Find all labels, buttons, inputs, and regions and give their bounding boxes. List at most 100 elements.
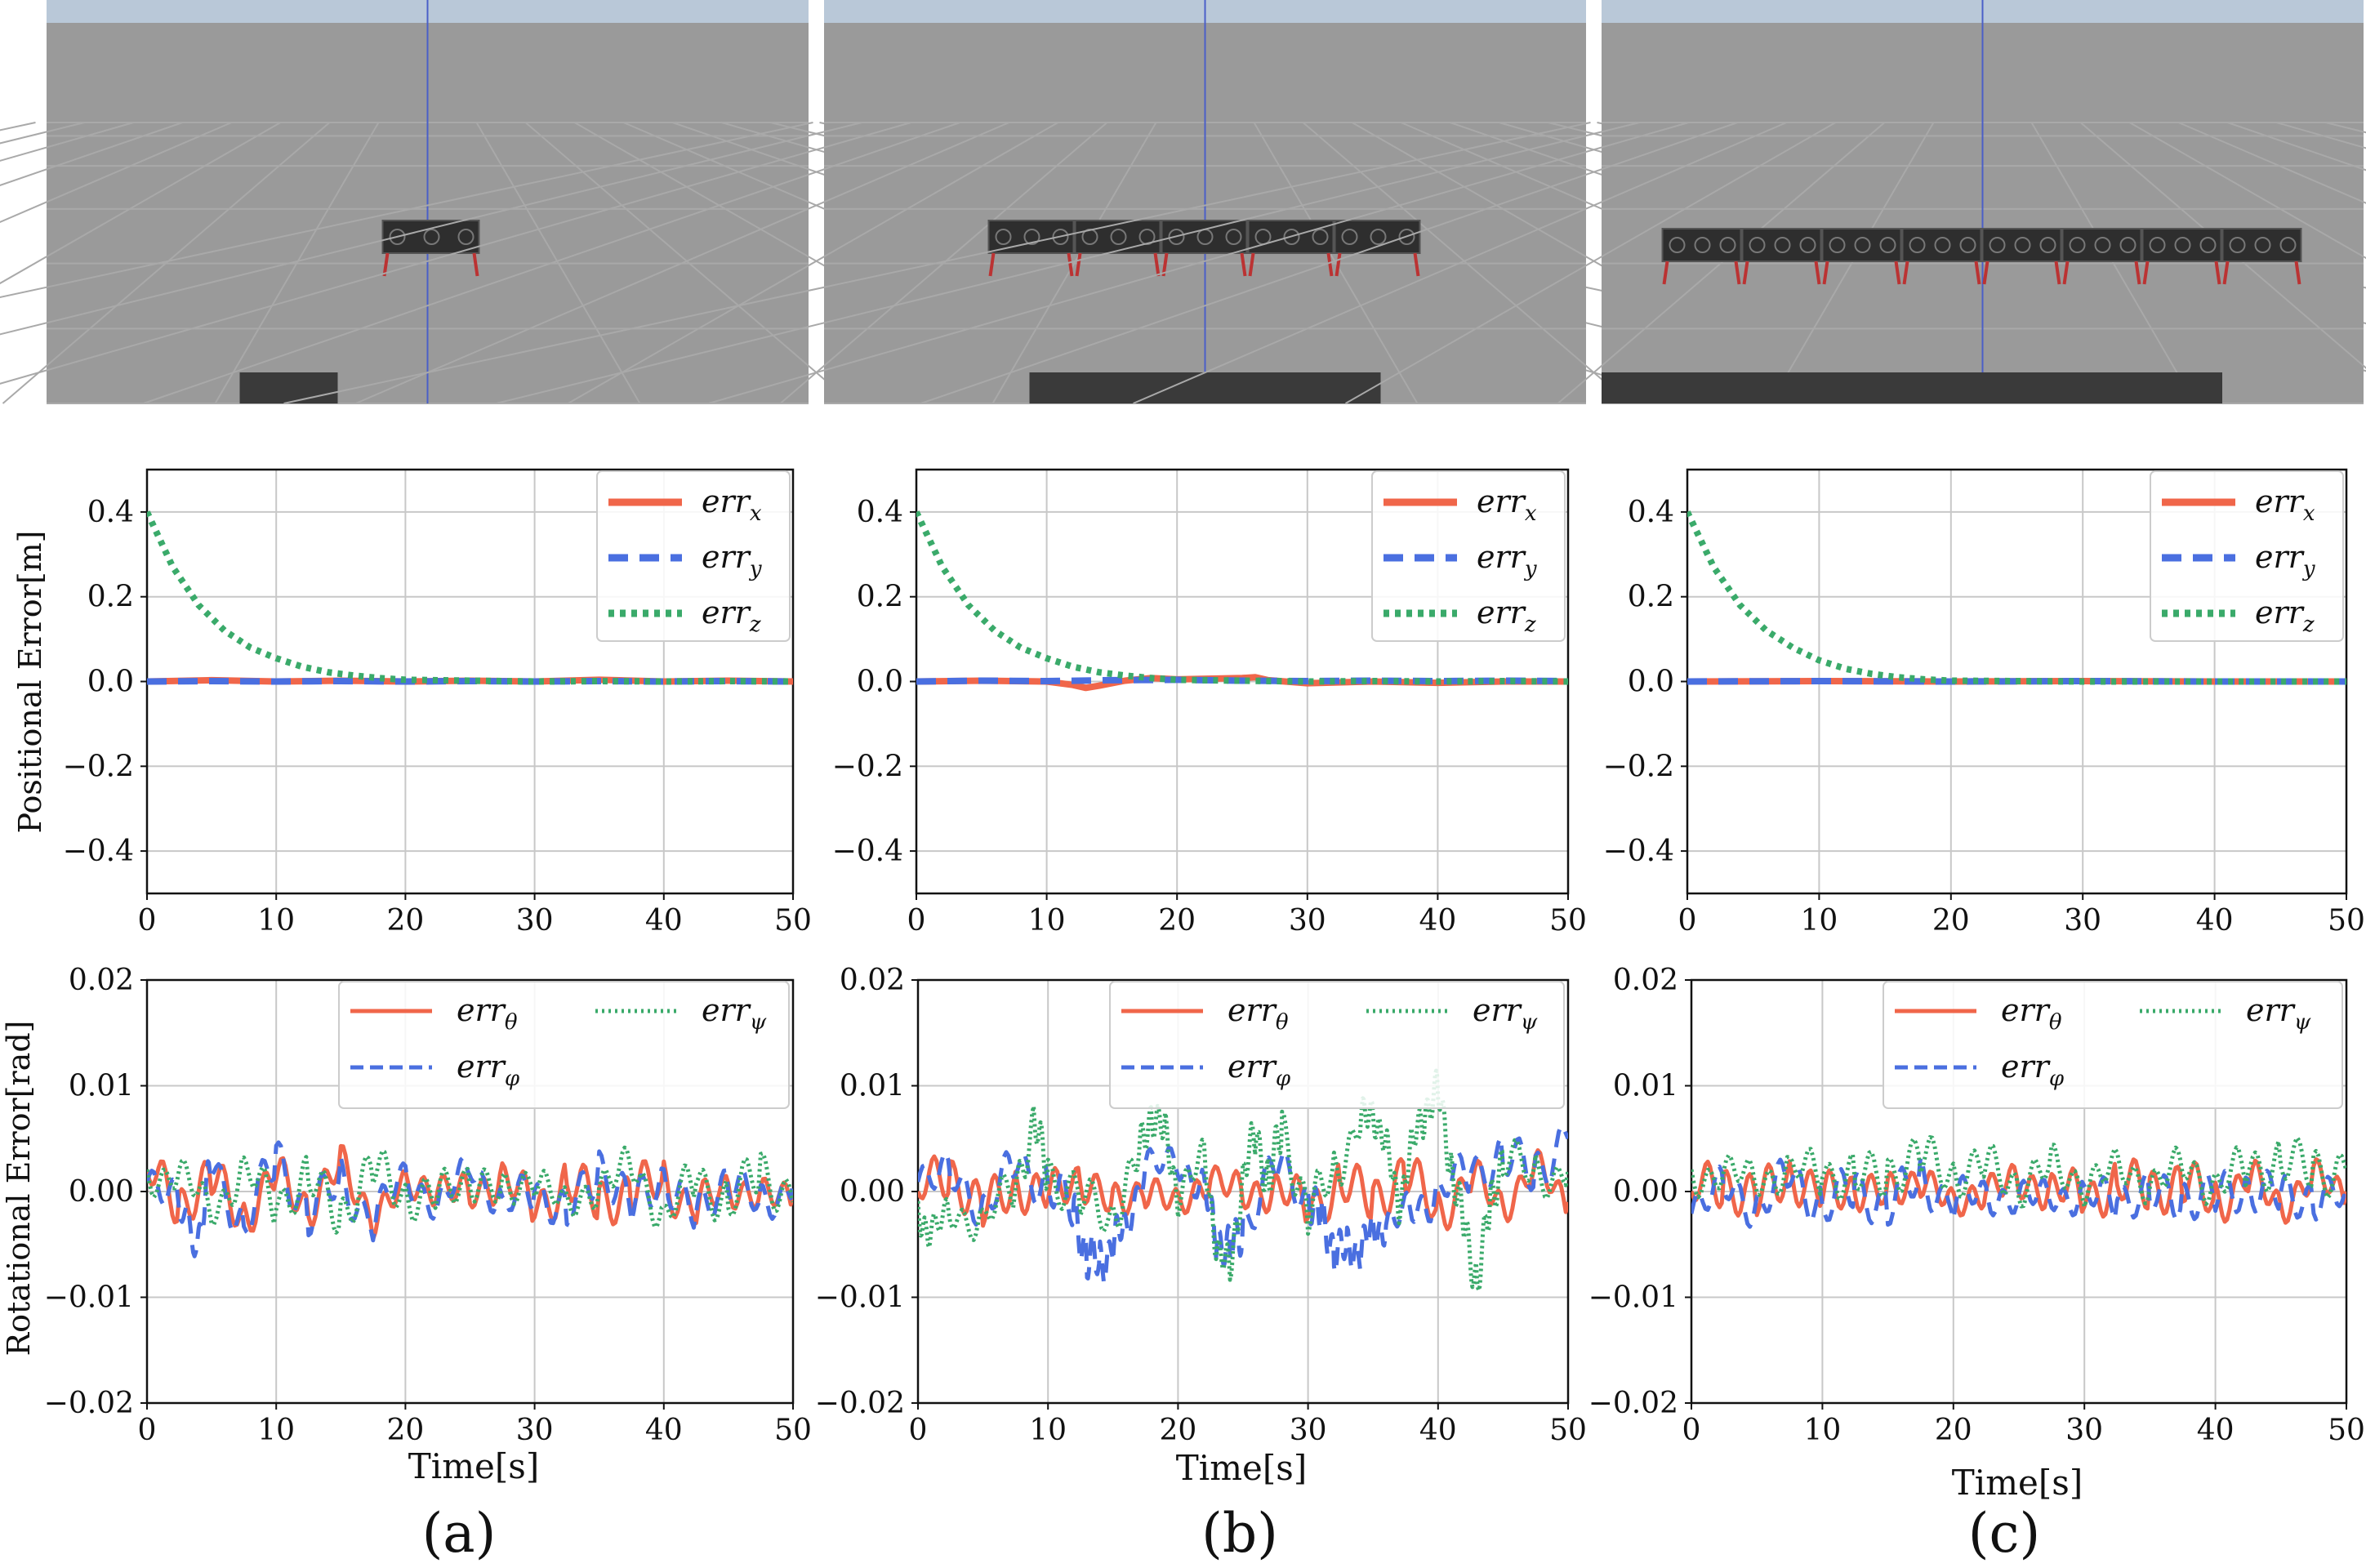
x-tick-label: 10 xyxy=(257,904,295,938)
x-tick-label: 40 xyxy=(1419,1414,1457,1447)
y-tick-label: −0.02 xyxy=(44,1387,134,1420)
panel-label-a: (a) xyxy=(422,1502,497,1565)
series-group xyxy=(1691,1138,2346,1227)
x-tick-label: 30 xyxy=(2064,904,2101,938)
y-tick-label: 0.02 xyxy=(1613,964,1678,997)
xlabel-c: Time[s] xyxy=(1952,1463,2083,1503)
legend-subscript: φ xyxy=(505,1067,520,1091)
y-tick-label: 0.2 xyxy=(1628,581,1674,614)
y-tick-label: 0.4 xyxy=(857,496,903,529)
y-tick-label: 0.01 xyxy=(69,1070,134,1103)
y-tick-label: 0.01 xyxy=(1613,1070,1678,1103)
legend-subscript: z xyxy=(1524,612,1536,637)
x-tick-label: 0 xyxy=(138,904,157,938)
x-tick-label: 50 xyxy=(1549,1414,1587,1447)
y-tick-label: −0.2 xyxy=(832,750,903,783)
y-tick-label: −0.2 xyxy=(63,750,134,783)
legend-subscript: y xyxy=(2302,557,2315,581)
x-tick-label: 50 xyxy=(1549,904,1587,938)
x-tick-label: 0 xyxy=(1678,904,1697,938)
y-tick-label: 0.02 xyxy=(69,964,134,997)
legend-subscript: φ xyxy=(2049,1067,2065,1091)
x-tick-label: 50 xyxy=(2328,904,2365,938)
x-tick-label: 0 xyxy=(1682,1414,1701,1447)
panel-label-c: (c) xyxy=(1968,1502,2040,1565)
legend-subscript: z xyxy=(2302,612,2315,637)
y-tick-label: −0.01 xyxy=(44,1281,134,1315)
x-tick-label: 30 xyxy=(1290,1414,1327,1447)
robot-module xyxy=(1743,229,1821,261)
x-tick-label: 40 xyxy=(645,1414,683,1447)
robot-module xyxy=(1663,229,1741,261)
rotational-ylabel: Rotational Error[rad] xyxy=(1,1021,37,1356)
y-tick-label: −0.01 xyxy=(1588,1281,1678,1315)
legend-subscript: ψ xyxy=(2294,1010,2311,1035)
legend-subscript: x xyxy=(1525,501,1537,526)
y-tick-label: 0.2 xyxy=(87,581,134,614)
x-tick-label: 50 xyxy=(2328,1414,2365,1447)
y-tick-label: 0.4 xyxy=(87,496,134,529)
sim-grid-line xyxy=(0,122,36,403)
dock-pad xyxy=(1030,372,1381,403)
x-tick-label: 20 xyxy=(1159,1414,1196,1447)
robot-module xyxy=(1823,229,1901,261)
robot-module xyxy=(1903,229,1981,261)
y-tick-label: 0.0 xyxy=(857,666,903,699)
robot-module xyxy=(2223,229,2301,261)
x-tick-label: 20 xyxy=(1158,904,1196,938)
x-tick-label: 20 xyxy=(1932,904,1970,938)
robot-module xyxy=(2143,229,2221,261)
x-tick-label: 10 xyxy=(1029,1414,1067,1447)
x-tick-label: 40 xyxy=(2196,904,2234,938)
legend-subscript: z xyxy=(749,612,761,637)
series-group xyxy=(147,1143,793,1256)
x-tick-label: 0 xyxy=(907,904,926,938)
y-tick-label: 0.0 xyxy=(87,666,134,699)
x-tick-label: 40 xyxy=(2197,1414,2235,1447)
panel-label-b: (b) xyxy=(1201,1502,1278,1565)
simulation-row xyxy=(0,0,2366,403)
x-tick-label: 20 xyxy=(1935,1414,1972,1447)
x-tick-label: 40 xyxy=(645,904,683,938)
x-tick-label: 30 xyxy=(1289,904,1326,938)
y-tick-label: 0.4 xyxy=(1628,496,1674,529)
x-tick-label: 10 xyxy=(257,1414,295,1447)
x-tick-label: 20 xyxy=(386,1414,424,1447)
x-tick-label: 30 xyxy=(516,904,554,938)
legend-subscript: x xyxy=(2303,501,2315,526)
y-tick-label: 0.0 xyxy=(1628,666,1674,699)
y-tick-label: −0.4 xyxy=(832,835,903,868)
x-tick-label: 10 xyxy=(1803,1414,1841,1447)
dock-pad xyxy=(1602,372,2222,403)
legend-subscript: x xyxy=(750,501,762,526)
x-tick-label: 30 xyxy=(516,1414,554,1447)
plots-group: 0 10 20 30 40 50 0.4 0.2 0.0 −0.2 −0.4 errxerryerrz… xyxy=(44,470,2365,1447)
x-tick-label: 40 xyxy=(1419,904,1456,938)
y-tick-label: 0.01 xyxy=(840,1070,905,1103)
y-tick-label: −0.02 xyxy=(1588,1387,1678,1420)
legend-subscript: φ xyxy=(1276,1067,1291,1091)
x-tick-label: 10 xyxy=(1028,904,1066,938)
y-tick-label: −0.01 xyxy=(815,1281,905,1315)
y-tick-label: −0.2 xyxy=(1603,750,1674,783)
legend-subscript: y xyxy=(749,557,762,581)
x-tick-label: 0 xyxy=(909,1414,928,1447)
robot-module xyxy=(1983,229,2061,261)
x-tick-label: 50 xyxy=(774,1414,812,1447)
x-tick-label: 0 xyxy=(138,1414,157,1447)
y-tick-label: −0.02 xyxy=(815,1387,905,1420)
